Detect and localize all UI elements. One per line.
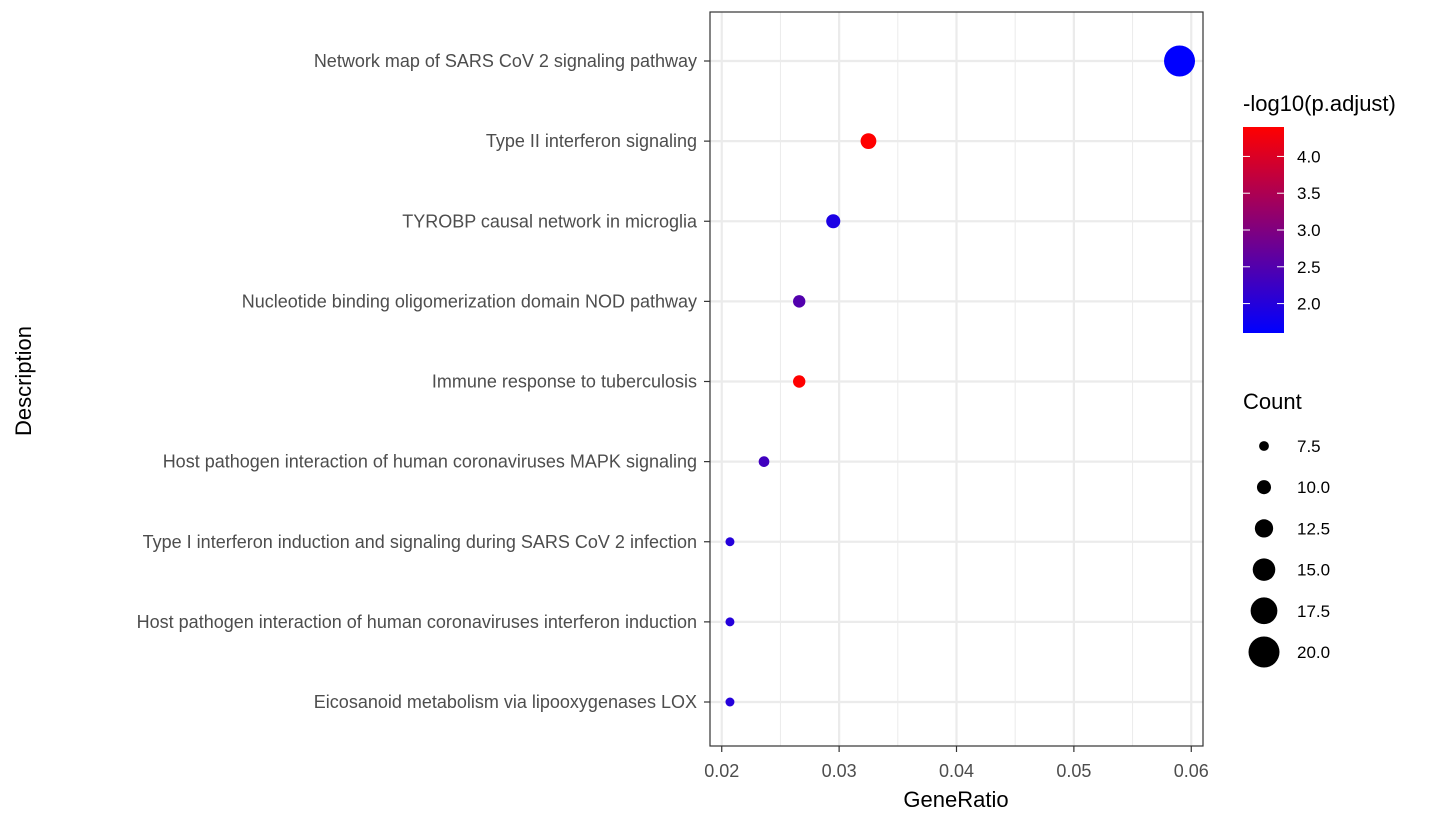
data-point [793,295,806,308]
size-legend-label: 7.5 [1297,437,1321,456]
data-point [793,375,806,388]
size-legend-items: 7.5 10.0 12.5 15.0 17.5 20.0 [1248,437,1330,668]
y-tick-label: Host pathogen interaction of human coron… [163,452,697,472]
size-legend-dot [1250,597,1278,625]
data-point [758,456,770,467]
y-tick-label: TYROBP causal network in microglia [402,211,698,231]
size-legend-label: 15.0 [1297,561,1330,580]
data-point [725,697,735,707]
size-legend-label: 10.0 [1297,478,1330,497]
data-points [725,45,1196,707]
size-legend-dot [1248,636,1280,668]
colorbar-label: 4.0 [1297,147,1321,166]
color-legend-title: -log10(p.adjust) [1243,91,1396,116]
y-tick-label: Nucleotide binding oligomerization domai… [242,291,697,311]
x-tick-label: 0.02 [704,761,739,781]
x-tick-label: 0.04 [939,761,974,781]
data-point [860,133,877,150]
y-tick-label: Type I interferon induction and signalin… [143,532,697,552]
y-tick-label: Immune response to tuberculosis [432,372,697,392]
size-legend-dot [1254,519,1274,538]
data-point [725,617,735,627]
y-tick-label: Type II interferon signaling [486,131,697,151]
color-legend: -log10(p.adjust) 2.0 2.5 3.0 3.5 4.0 [1243,91,1396,333]
size-legend-label: 12.5 [1297,519,1330,538]
x-tick-label: 0.06 [1174,761,1209,781]
size-legend-label: 20.0 [1297,643,1330,662]
y-tick-label: Eicosanoid metabolism via lipooxygenases… [314,692,697,712]
colorbar-label: 3.0 [1297,221,1321,240]
y-tick-label: Host pathogen interaction of human coron… [137,612,697,632]
colorbar-ticks: 2.0 2.5 3.0 3.5 4.0 [1243,147,1321,314]
size-legend-dot [1256,480,1272,495]
y-tick-label: Network map of SARS CoV 2 signaling path… [314,51,697,71]
data-point [1164,45,1196,77]
colorbar-label: 2.0 [1297,295,1321,314]
x-axis: 0.02 0.03 0.04 0.05 0.06 [704,746,1209,781]
data-point [725,537,735,547]
size-legend-dot [1259,441,1269,451]
colorbar-label: 2.5 [1297,258,1321,277]
grid-lines [710,12,1203,746]
size-legend-title: Count [1243,389,1302,414]
x-tick-label: 0.05 [1056,761,1091,781]
y-axis-title: Description [11,326,36,436]
x-axis-title: GeneRatio [903,787,1008,812]
y-axis: Network map of SARS CoV 2 signaling path… [137,51,710,712]
size-legend-dot [1252,558,1276,581]
size-legend: Count 7.5 10.0 12.5 15.0 17.5 20.0 [1243,389,1330,668]
colorbar-label: 3.5 [1297,184,1321,203]
data-point [826,214,841,229]
size-legend-label: 17.5 [1297,602,1330,621]
x-tick-label: 0.03 [822,761,857,781]
